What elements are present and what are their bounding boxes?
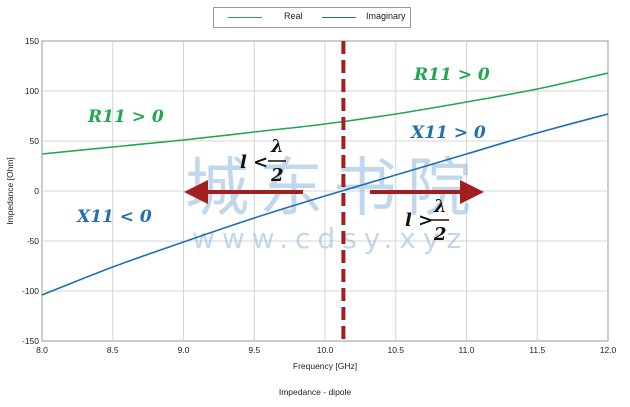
x-tick-label: 8.5 bbox=[107, 345, 119, 355]
legend: Real Imaginary bbox=[213, 7, 411, 28]
y-tick-label: -150 bbox=[22, 336, 39, 346]
watermark-cn: 城东书院 bbox=[185, 152, 481, 226]
short-lambda: λ bbox=[270, 136, 284, 157]
annotation-long-length: l > λ 2 bbox=[405, 196, 449, 245]
short-l-text: l < bbox=[240, 152, 268, 173]
y-tick-label: 0 bbox=[34, 186, 39, 196]
x-tick-label: 8.0 bbox=[36, 345, 48, 355]
y-tick-label: -50 bbox=[27, 236, 40, 246]
series-line-real bbox=[42, 72, 608, 155]
long-two: 2 bbox=[433, 224, 447, 245]
annotation-x11-neg: X11 < 0 bbox=[76, 207, 152, 227]
annotation-r11-pos-right: R11 > 0 bbox=[413, 65, 490, 85]
long-lambda: λ bbox=[433, 196, 447, 217]
x-tick-label: 12.0 bbox=[600, 345, 617, 355]
y-tick-label: 150 bbox=[25, 36, 39, 46]
series-line-imaginary bbox=[42, 113, 608, 296]
watermark: 城东书院 www.cdsy.xyz bbox=[185, 152, 481, 255]
y-tick-label: 100 bbox=[25, 86, 39, 96]
x-tick-label: 11.5 bbox=[529, 345, 545, 355]
watermark-url: www.cdsy.xyz bbox=[192, 222, 468, 255]
y-tick-label: -100 bbox=[22, 286, 39, 296]
x-tick-label: 10.5 bbox=[387, 345, 404, 355]
legend-swatch-imaginary bbox=[322, 17, 356, 18]
annotation-r11-pos-left: R11 > 0 bbox=[87, 107, 164, 127]
ticks: 8.0 8.5 9.0 9.5 10.0 10.5 11.0 11.5 12.0 150 100 50… bbox=[22, 36, 617, 355]
x-tick-label: 9.0 bbox=[178, 345, 190, 355]
short-two: 2 bbox=[270, 165, 284, 186]
grid bbox=[42, 41, 608, 341]
x-tick-label: 10.0 bbox=[317, 345, 334, 355]
chart-title: Impedance - dipole bbox=[278, 387, 352, 397]
long-l-text: l > bbox=[405, 210, 433, 231]
legend-label-real: Real bbox=[284, 11, 303, 21]
y-axis-title: Impedance [Ohm] bbox=[5, 157, 15, 225]
annotation-short-length: l < λ 2 bbox=[240, 136, 286, 186]
legend-swatch-real bbox=[228, 17, 262, 18]
x-axis-title: Frequency [GHz] bbox=[293, 361, 357, 371]
y-tick-label: 50 bbox=[30, 136, 40, 146]
legend-label-imaginary: Imaginary bbox=[366, 11, 406, 21]
annotation-x11-pos: X11 > 0 bbox=[410, 123, 486, 143]
x-tick-label: 11.0 bbox=[459, 345, 475, 355]
x-tick-label: 9.5 bbox=[248, 345, 260, 355]
